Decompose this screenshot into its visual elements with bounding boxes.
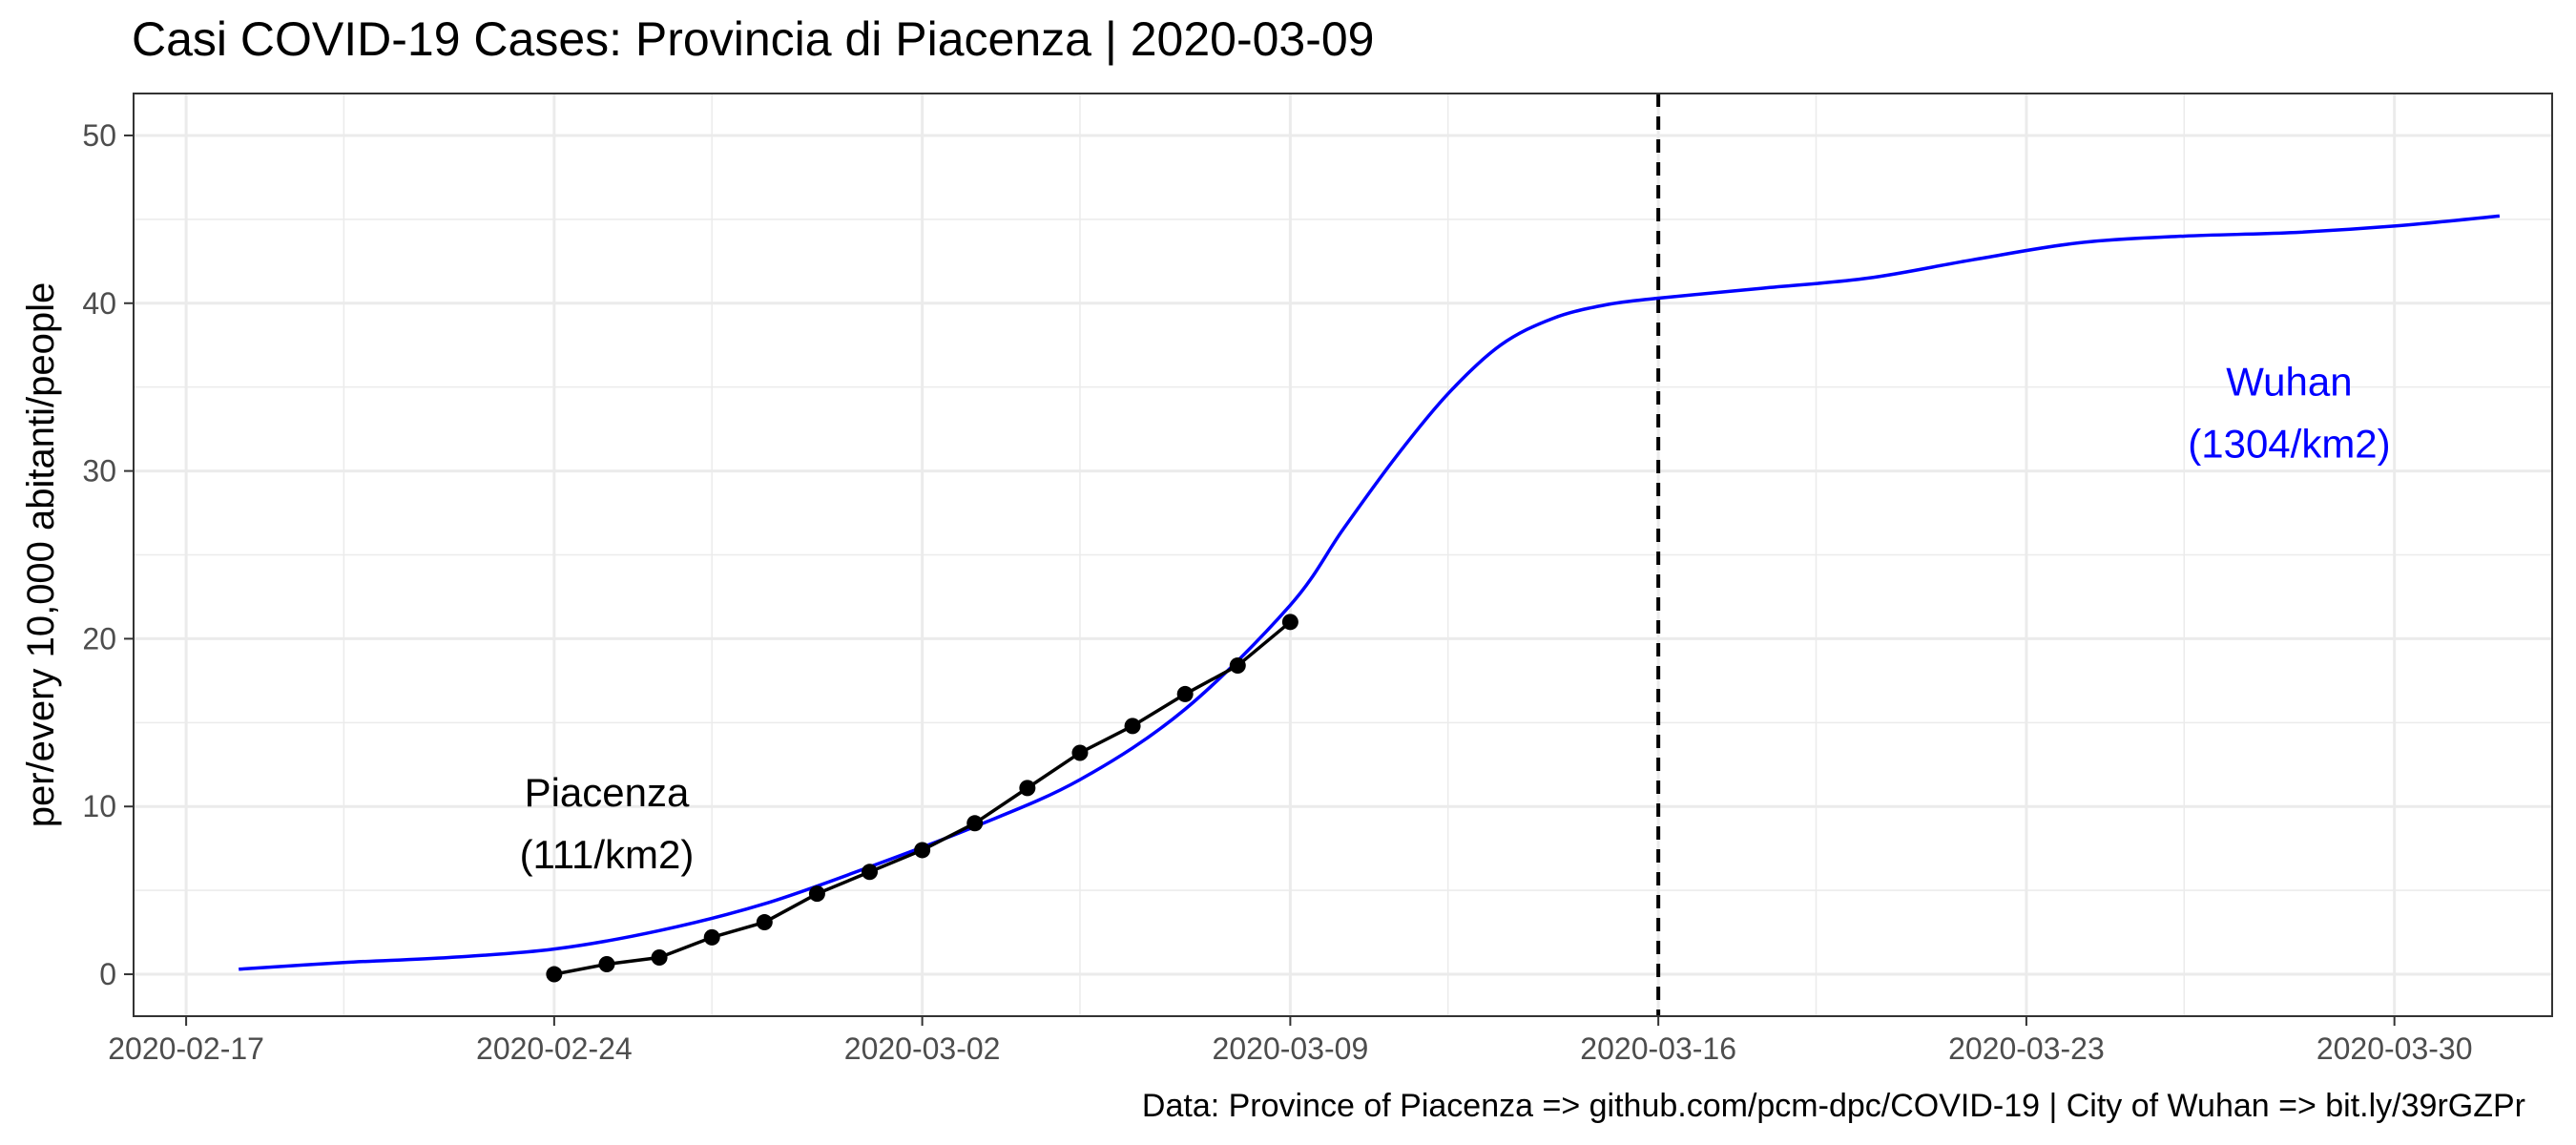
x-tick-label: 2020-03-23 <box>1948 1031 2105 1066</box>
series-line-wuhan <box>239 214 2501 971</box>
data-point-piacenza <box>546 966 563 983</box>
data-point-piacenza <box>862 864 879 881</box>
x-tick-label: 2020-03-02 <box>844 1031 1001 1066</box>
y-axis-label: per/every 10,000 abitanti/people <box>20 282 62 828</box>
data-point-piacenza <box>1229 657 1246 675</box>
y-tick-label: 50 <box>82 118 116 153</box>
x-tick-label: 2020-02-24 <box>476 1031 633 1066</box>
data-point-piacenza <box>1071 744 1089 761</box>
chart-caption: Data: Province of Piacenza => github.com… <box>1142 1088 2525 1124</box>
data-point-piacenza <box>808 885 825 903</box>
data-point-piacenza <box>598 955 615 972</box>
x-tick-label: 2020-03-30 <box>2316 1031 2473 1066</box>
data-point-piacenza <box>966 815 984 832</box>
y-tick-label: 20 <box>82 621 116 656</box>
x-tick-label: 2020-03-16 <box>1580 1031 1736 1066</box>
data-point-piacenza <box>1281 614 1298 631</box>
data-point-piacenza <box>1019 780 1036 797</box>
panel-border <box>133 93 2553 1017</box>
data-point-piacenza <box>1176 685 1194 702</box>
y-tick-label: 30 <box>82 454 116 489</box>
chart-title: Casi COVID-19 Cases: Provincia di Piacen… <box>132 12 1375 66</box>
annotation-label: (111/km2) <box>520 832 695 877</box>
y-tick-label: 10 <box>82 789 116 823</box>
data-point-piacenza <box>703 928 720 946</box>
annotation-label: Piacenza <box>525 770 690 815</box>
data-point-piacenza <box>651 948 668 966</box>
plot-area: 2020-02-17 2020-02-24 2020-03-02 2020-03-09… <box>82 93 2553 1066</box>
x-tick-label: 2020-03-09 <box>1213 1031 1369 1066</box>
y-tick-label: 0 <box>99 957 116 991</box>
data-point-piacenza <box>914 842 931 859</box>
annotation-label: Wuhan <box>2226 359 2352 404</box>
x-tick-label: 2020-02-17 <box>108 1031 264 1066</box>
data-point-piacenza <box>1124 718 1141 735</box>
data-point-piacenza <box>756 914 773 931</box>
y-tick-label: 40 <box>82 286 116 321</box>
annotation-label: (1304/km2) <box>2188 421 2390 466</box>
